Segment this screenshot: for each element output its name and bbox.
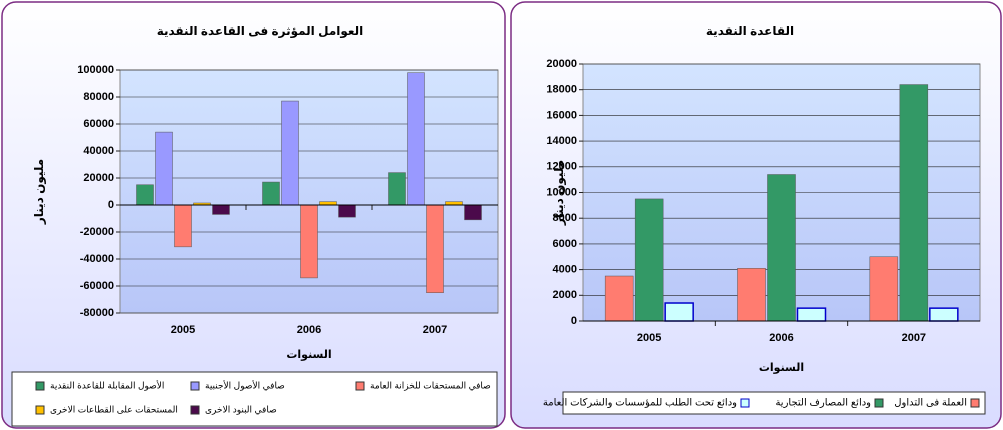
legend-swatch [740,398,750,408]
legend-label: ودائع تحت الطلب للمؤسسات والشركات العامة [543,398,737,409]
chart-title: القاعدة النقدية [706,24,794,38]
bar [796,307,827,322]
legend-box [562,391,986,415]
x-tick-label: 2005 [171,324,195,336]
bar [664,302,694,322]
y-tick-label: 18000 [546,84,577,96]
legend-swatch [35,405,45,415]
bar [445,201,463,206]
bar [604,275,634,322]
bar [767,174,796,322]
bar [319,201,337,206]
bar [155,131,173,206]
bar [407,72,425,206]
y-tick-label: -20000 [80,226,114,238]
x-axis-label: السنوات [759,362,804,374]
legend-label: صافي المستحقات للخزانة العامة [370,380,491,390]
bar [212,204,230,215]
bar [388,172,406,206]
legend-swatch [874,398,884,408]
y-tick-label: 60000 [83,118,114,130]
legend-swatch [355,381,365,391]
bar [174,204,192,248]
legend-label: صافي الأصول الأجنبية [205,379,285,390]
bar [929,307,959,322]
y-tick-label: 12000 [546,161,577,173]
bar [737,268,766,322]
y-tick-label: 0 [571,315,577,327]
bar [136,184,154,206]
y-tick-label: 20000 [546,58,577,70]
bar [634,198,664,322]
y-tick-label: 14000 [546,135,577,147]
legend-swatch [970,398,980,408]
y-tick-label: 10000 [546,186,577,198]
legend-label: صافي البنود الاخرى [205,404,277,414]
legend-label: المستحقات على القطاعات الاخرى [50,404,178,414]
bar [869,256,899,322]
x-tick-label: 2007 [902,332,926,344]
bar [464,204,482,221]
legend-label: العملة فى التداول [894,398,967,409]
y-tick-label: -60000 [80,280,114,292]
y-tick-label: 16000 [546,109,577,121]
y-tick-label: 6000 [553,238,577,250]
chart-title: العوامل المؤثرة فى القاعدة النقدية [157,24,364,39]
y-tick-label: 4000 [553,264,577,276]
y-tick-label: -80000 [80,307,114,319]
legend-swatch [190,381,200,391]
y-tick-label: 0 [108,199,114,211]
x-tick-label: 2007 [423,324,447,336]
bar [338,204,356,218]
y-tick-label: 40000 [83,145,114,157]
x-tick-label: 2006 [297,324,321,336]
x-axis-label: السنوات [286,349,331,361]
y-tick-label: 80000 [83,91,114,103]
bar [426,204,444,293]
y-tick-label: 8000 [553,212,577,224]
legend-label: ودائع المصارف التجارية [775,398,871,409]
bar [300,204,318,279]
bar [899,84,929,322]
x-tick-label: 2006 [769,332,793,344]
bar [281,100,299,206]
legend-box [11,371,498,427]
legend-swatch [190,405,200,415]
y-tick-label: 20000 [83,172,114,184]
y-tick-label: 100000 [77,64,114,76]
bar [262,181,280,206]
y-tick-label: -40000 [80,253,114,265]
x-tick-label: 2005 [637,332,661,344]
y-tick-label: 2000 [553,289,577,301]
legend-label: الأصول المقابلة للقاعدة النقدية [50,379,164,390]
y-axis-label: مليون دينار [552,160,567,226]
y-axis-label: مليون دينار [32,159,47,225]
legend-swatch [35,381,45,391]
